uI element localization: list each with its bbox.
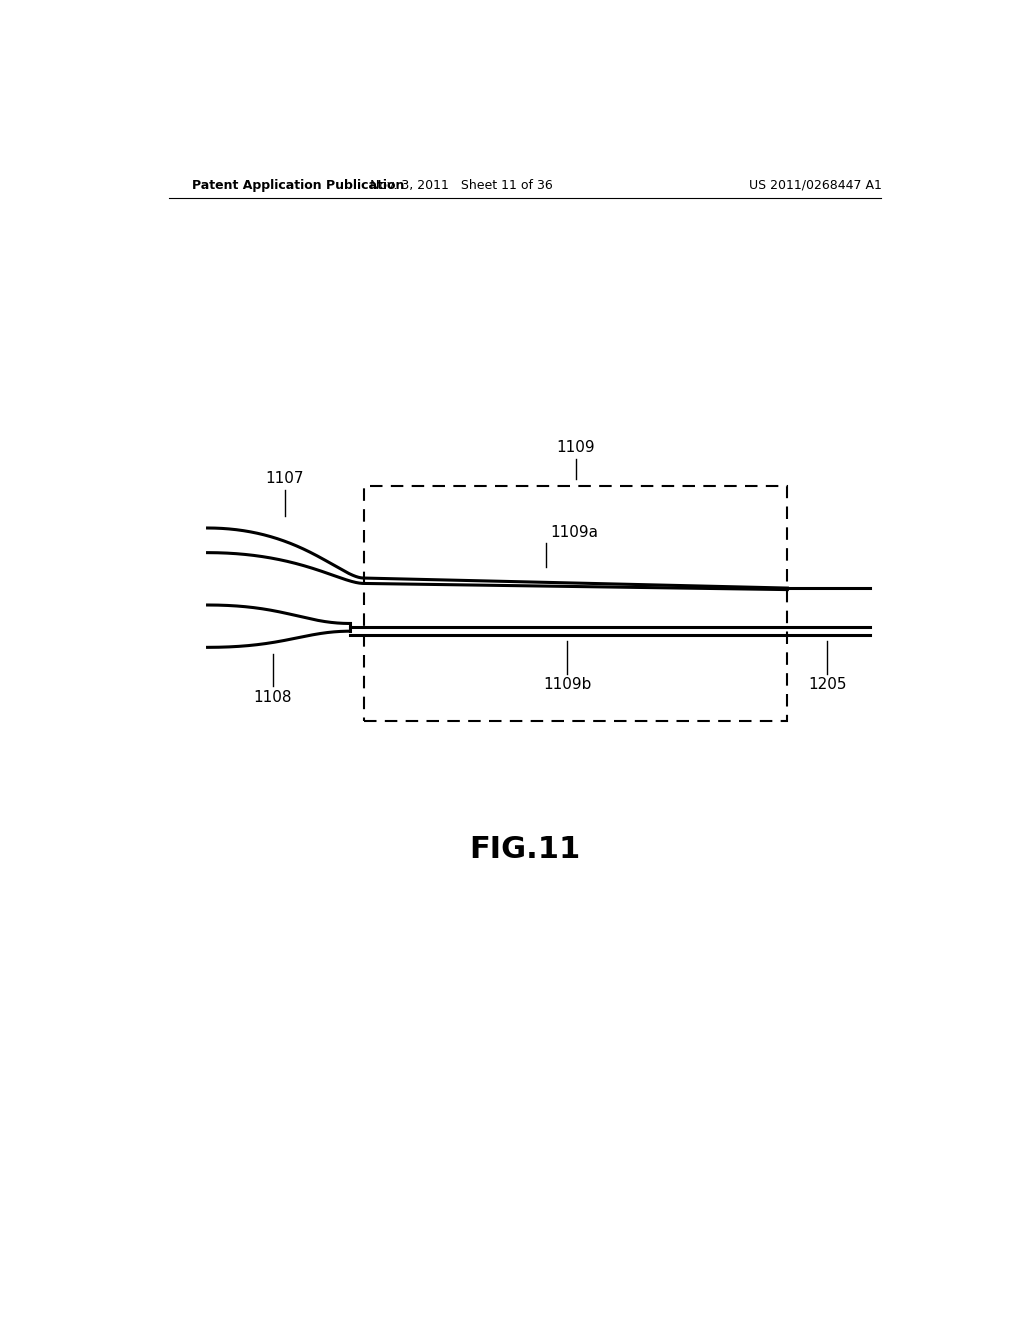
Text: Patent Application Publication: Patent Application Publication [193,178,404,191]
Text: 1205: 1205 [808,677,847,693]
Text: FIG.11: FIG.11 [469,836,581,865]
Text: 1109: 1109 [556,440,595,455]
Bar [364,486,787,721]
Text: 1109b: 1109b [543,677,591,693]
Text: 1108: 1108 [254,689,292,705]
Text: 1109a: 1109a [550,524,598,540]
Text: Nov. 3, 2011   Sheet 11 of 36: Nov. 3, 2011 Sheet 11 of 36 [371,178,553,191]
Text: US 2011/0268447 A1: US 2011/0268447 A1 [750,178,883,191]
Text: 1107: 1107 [265,471,304,486]
